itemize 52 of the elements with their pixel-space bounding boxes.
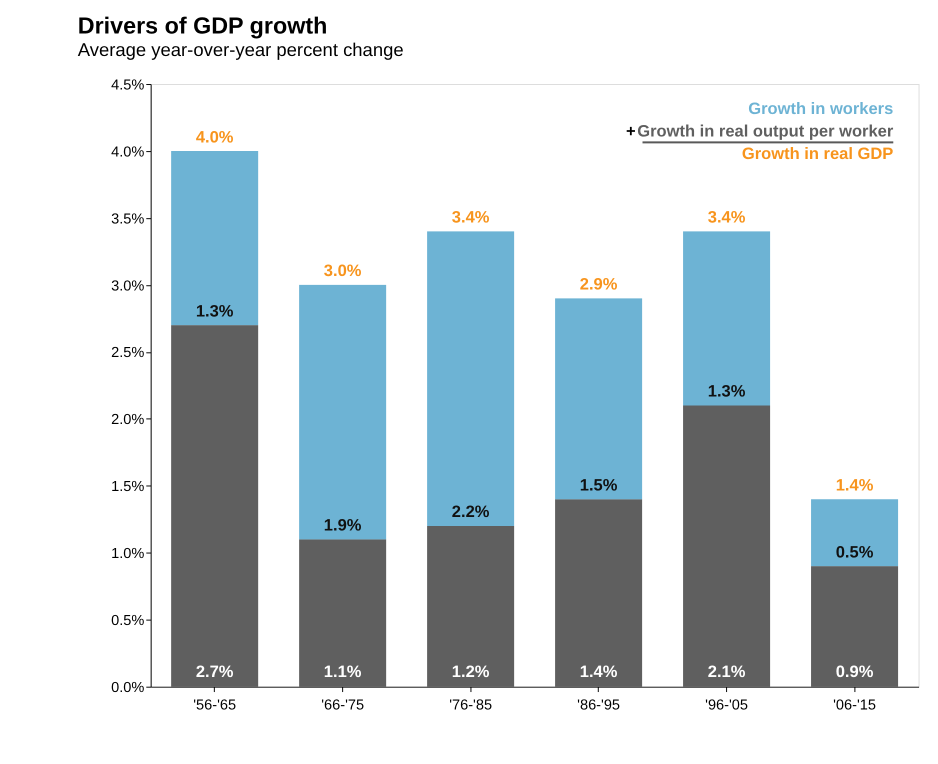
x-tick-label: '96-'05 bbox=[705, 698, 748, 714]
x-tick-label: '76-'85 bbox=[449, 698, 492, 714]
y-tick-label: 4.0% bbox=[111, 144, 144, 160]
bar bbox=[811, 499, 898, 566]
bar bbox=[299, 284, 386, 540]
y-tick-label: 2.5% bbox=[111, 345, 144, 362]
y-tick-label: 1.0% bbox=[111, 546, 144, 562]
total-label: 4.0% bbox=[196, 127, 234, 146]
bar bbox=[811, 566, 898, 687]
bar bbox=[171, 151, 258, 326]
y-tick-label: 2.0% bbox=[111, 412, 144, 428]
bar bbox=[427, 231, 514, 526]
y-tick-label: 1.5% bbox=[111, 479, 144, 496]
data-label: 1.9% bbox=[324, 516, 362, 535]
text: Growth in workers bbox=[748, 99, 894, 118]
x-tick-label: '86-'95 bbox=[577, 698, 620, 714]
x-tick-label: '06-'15 bbox=[833, 698, 876, 714]
y-tick-label: 0.0% bbox=[111, 680, 144, 696]
bar bbox=[299, 539, 386, 687]
total-label: 2.9% bbox=[580, 274, 618, 294]
data-label: 1.1% bbox=[324, 662, 362, 681]
y-tick-label: 3.0% bbox=[111, 278, 144, 294]
bar bbox=[555, 499, 642, 687]
data-label: 1.3% bbox=[708, 382, 746, 401]
bar bbox=[683, 231, 770, 406]
y-tick-label: 0.5% bbox=[111, 613, 144, 630]
data-label: 2.7% bbox=[196, 662, 234, 681]
y-tick-label: 3.5% bbox=[111, 211, 144, 228]
bar bbox=[683, 405, 770, 687]
annotation: Growth in real GDP bbox=[742, 144, 894, 163]
data-label: 1.4% bbox=[580, 662, 618, 681]
total-label: 3.0% bbox=[324, 261, 362, 280]
x-tick-label: '56-'65 bbox=[193, 698, 236, 714]
y-tick-label: 4.5% bbox=[111, 77, 144, 94]
chart-title: Drivers of GDP growth bbox=[78, 12, 328, 38]
data-label: 0.9% bbox=[836, 662, 874, 681]
data-label: 1.5% bbox=[580, 475, 618, 494]
total-label: 3.4% bbox=[452, 208, 490, 227]
data-label: 2.2% bbox=[452, 502, 490, 522]
data-label: 2.1% bbox=[708, 662, 746, 681]
text: Growth in real output per worker bbox=[637, 122, 894, 141]
bar bbox=[555, 298, 642, 500]
chart-subtitle: Average year-over-year percent change bbox=[78, 38, 404, 60]
bar bbox=[427, 526, 514, 687]
x-tick-label: '66-'75 bbox=[321, 698, 364, 714]
total-label: 1.4% bbox=[836, 475, 874, 494]
data-label: 1.3% bbox=[196, 301, 234, 320]
bar bbox=[171, 325, 258, 687]
annotation: + bbox=[626, 122, 636, 141]
data-label: 1.2% bbox=[452, 662, 490, 681]
data-label: 0.5% bbox=[836, 542, 874, 562]
total-label: 3.4% bbox=[708, 208, 746, 227]
